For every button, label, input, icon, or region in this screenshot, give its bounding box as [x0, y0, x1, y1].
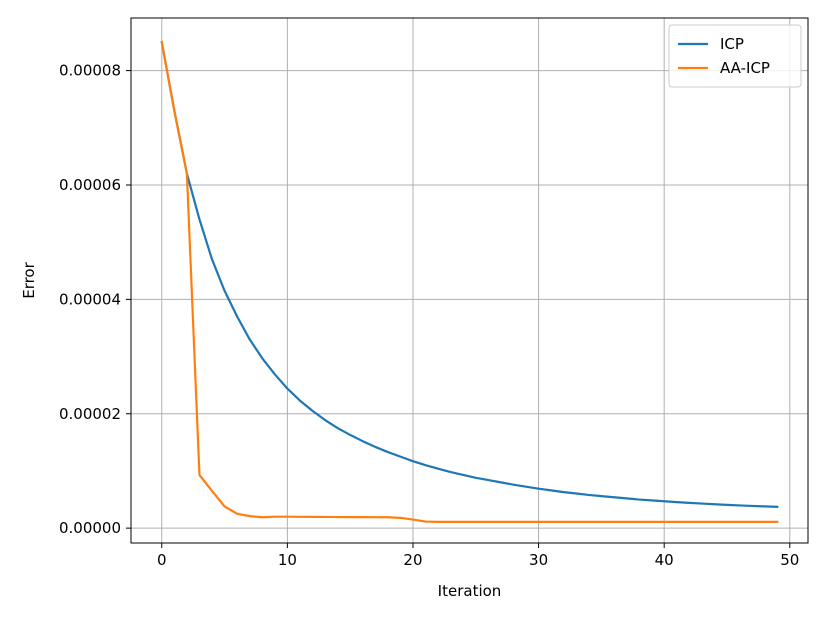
y-tick-label: 0.00002	[59, 405, 121, 423]
x-tick-label: 10	[278, 551, 297, 569]
series-line-icp	[160, 40, 779, 508]
legend-label-icp: ICP	[720, 35, 744, 53]
y-tick-label: 0.00000	[59, 519, 121, 537]
plot-area	[131, 18, 808, 543]
x-tick-label: 40	[655, 551, 674, 569]
series-line-aa-icp	[160, 40, 779, 523]
y-tick-label: 0.00004	[59, 290, 121, 308]
y-tick-label: 0.00006	[59, 176, 121, 194]
x-tick-label: 30	[529, 551, 548, 569]
x-axis-label: Iteration	[438, 582, 502, 600]
series-lines	[160, 40, 779, 523]
x-tick-label: 20	[403, 551, 422, 569]
legend: ICP AA-ICP	[668, 24, 802, 88]
legend-label-aa-icp: AA-ICP	[720, 59, 770, 77]
x-tick-label: 0	[157, 551, 167, 569]
x-tick-label: 50	[780, 551, 799, 569]
y-tick-label: 0.00008	[59, 62, 121, 80]
y-axis-label: Error	[20, 261, 38, 298]
axis-ticks: 0 10 20 30 40 50 0.00000 0.00002 0.00004 0.00006 0…	[59, 62, 799, 569]
legend-box	[668, 24, 802, 88]
plot-frame	[130, 17, 809, 544]
